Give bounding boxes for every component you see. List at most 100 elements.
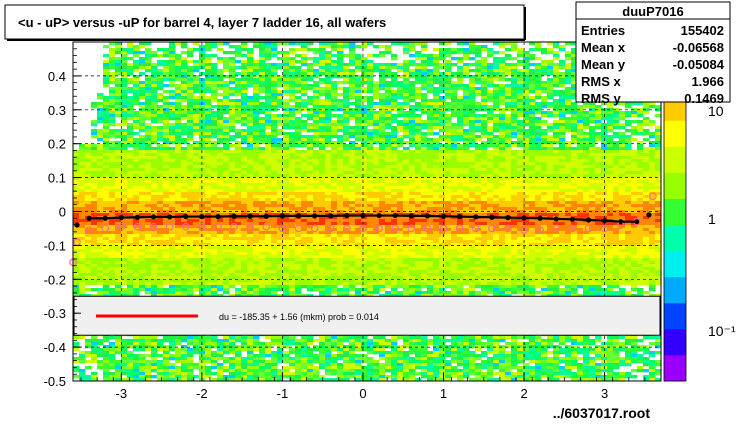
heatmap-cell	[451, 213, 458, 217]
heatmap-cell	[523, 198, 530, 202]
heatmap-cell	[247, 135, 254, 139]
heatmap-cell	[337, 198, 344, 202]
heatmap-cell	[643, 138, 650, 142]
heatmap-cell	[367, 69, 374, 73]
heatmap-cell	[415, 66, 422, 70]
heatmap-cell	[133, 66, 140, 70]
heatmap-cell	[553, 141, 560, 145]
heatmap-cell	[487, 99, 494, 103]
heatmap-cell	[127, 177, 134, 181]
heatmap-cell	[265, 81, 272, 85]
heatmap-cell	[301, 87, 308, 91]
heatmap-cell	[343, 135, 350, 139]
heatmap-cell	[385, 51, 392, 55]
heatmap-cell	[415, 174, 422, 178]
heatmap-cell	[541, 102, 548, 106]
heatmap-cell	[103, 150, 110, 154]
heatmap-cell	[643, 153, 650, 157]
heatmap-cell	[589, 177, 596, 181]
heatmap-cell	[169, 48, 176, 52]
heatmap-cell	[187, 102, 194, 106]
heatmap-cell	[157, 156, 164, 160]
heatmap-cell	[229, 180, 236, 184]
heatmap-cell	[247, 156, 254, 160]
heatmap-cell	[379, 114, 386, 118]
heatmap-cell	[223, 204, 230, 208]
heatmap-cell	[259, 183, 266, 187]
heatmap-cell	[601, 108, 608, 112]
heatmap-cell	[445, 51, 452, 55]
heatmap-cell	[301, 69, 308, 73]
heatmap-cell	[85, 168, 92, 172]
heatmap-cell	[289, 177, 296, 181]
heatmap-cell	[193, 153, 200, 157]
heatmap-cell	[307, 117, 314, 121]
heatmap-cell	[265, 153, 272, 157]
heatmap-cell	[643, 120, 650, 124]
heatmap-cell	[121, 123, 128, 127]
heatmap-cell	[457, 60, 464, 64]
heatmap-cell	[91, 102, 98, 106]
heatmap-cell	[499, 192, 506, 196]
heatmap-cell	[541, 72, 548, 76]
heatmap-cell	[259, 171, 266, 175]
heatmap-cell	[247, 168, 254, 172]
heatmap-cell	[361, 162, 368, 166]
heatmap-cell	[313, 198, 320, 202]
heatmap-cell	[541, 201, 548, 205]
heatmap-cell	[229, 66, 236, 70]
heatmap-cell	[325, 144, 332, 148]
heatmap-cell	[259, 63, 266, 67]
heatmap-cell	[139, 186, 146, 190]
heatmap-cell	[385, 195, 392, 199]
heatmap-cell	[163, 153, 170, 157]
heatmap-cell	[127, 201, 134, 205]
heatmap-cell	[157, 132, 164, 136]
heatmap-cell	[445, 81, 452, 85]
heatmap-cell	[379, 189, 386, 193]
heatmap-cell	[199, 168, 206, 172]
heatmap-cell	[505, 90, 512, 94]
heatmap-cell	[457, 132, 464, 136]
heatmap-cell	[553, 198, 560, 202]
heatmap-cell	[451, 126, 458, 130]
heatmap-cell	[145, 168, 152, 172]
heatmap-cell	[199, 48, 206, 52]
heatmap-cell	[397, 135, 404, 139]
heatmap-cell	[451, 183, 458, 187]
heatmap-cell	[301, 174, 308, 178]
heatmap-cell	[541, 63, 548, 67]
heatmap-cell	[115, 78, 122, 82]
heatmap-cell	[481, 147, 488, 151]
heatmap-cell	[277, 75, 284, 79]
heatmap-cell	[151, 93, 158, 97]
heatmap-cell	[253, 84, 260, 88]
heatmap-cell	[511, 105, 518, 109]
heatmap-cell	[325, 189, 332, 193]
heatmap-cell	[529, 141, 536, 145]
heatmap-cell	[379, 63, 386, 67]
heatmap-cell	[649, 207, 656, 211]
heatmap-cell	[151, 54, 158, 58]
heatmap-cell	[325, 216, 332, 220]
heatmap-cell	[259, 120, 266, 124]
heatmap-cell	[181, 141, 188, 145]
heatmap-cell	[595, 108, 602, 112]
heatmap-cell	[445, 150, 452, 154]
heatmap-cell	[499, 132, 506, 136]
heatmap-cell	[529, 69, 536, 73]
heatmap-cell	[547, 201, 554, 205]
heatmap-cell	[511, 168, 518, 172]
heatmap-cell	[133, 156, 140, 160]
heatmap-cell	[487, 150, 494, 154]
heatmap-cell	[595, 135, 602, 139]
heatmap-cell	[247, 201, 254, 205]
heatmap-cell	[457, 123, 464, 127]
heatmap-cell	[271, 195, 278, 199]
heatmap-cell	[481, 207, 488, 211]
heatmap-cell	[547, 183, 554, 187]
heatmap-cell	[361, 204, 368, 208]
heatmap-cell	[565, 99, 572, 103]
heatmap-cell	[409, 210, 416, 214]
heatmap-cell	[463, 111, 470, 115]
